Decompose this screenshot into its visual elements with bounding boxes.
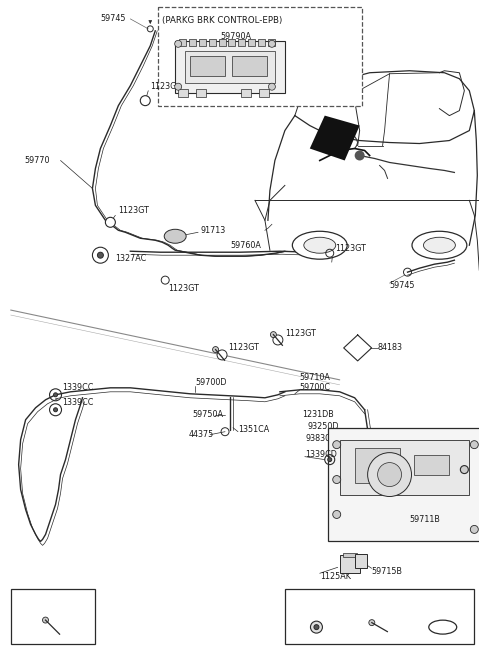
Circle shape (333, 511, 341, 518)
Ellipse shape (304, 237, 336, 253)
Bar (258, 39, 265, 46)
Text: 1125KB: 1125KB (350, 598, 379, 607)
Bar (190, 56, 225, 76)
Bar (268, 39, 275, 46)
Circle shape (270, 332, 276, 338)
Circle shape (106, 217, 115, 228)
Bar (241, 89, 251, 96)
Text: 59710A: 59710A (300, 374, 331, 382)
Text: 59760A: 59760A (230, 241, 261, 250)
Text: 1123GT: 1123GT (168, 284, 199, 293)
Circle shape (213, 347, 218, 353)
Ellipse shape (423, 237, 456, 253)
Circle shape (355, 151, 365, 160)
Text: 1125AK: 1125AK (320, 572, 351, 581)
Circle shape (470, 526, 478, 533)
Bar (355, 554, 367, 569)
Text: 59715B: 59715B (372, 567, 403, 576)
Circle shape (333, 475, 341, 484)
Circle shape (175, 83, 181, 90)
Bar (355, 448, 399, 482)
Text: 59745: 59745 (100, 14, 126, 23)
Circle shape (217, 350, 227, 360)
Bar (199, 39, 206, 46)
Circle shape (175, 40, 181, 48)
Circle shape (470, 441, 478, 449)
Bar (340, 556, 360, 573)
Bar (175, 41, 285, 93)
FancyBboxPatch shape (328, 428, 480, 541)
Bar (259, 89, 269, 96)
Text: 1339CC: 1339CC (62, 398, 94, 408)
Bar (343, 554, 357, 557)
Circle shape (314, 625, 319, 630)
Circle shape (273, 335, 283, 345)
Text: 1123GU: 1123GU (15, 597, 48, 606)
Circle shape (311, 621, 323, 633)
Text: 1123GT: 1123GT (228, 344, 259, 353)
Bar (415, 454, 449, 475)
Circle shape (378, 463, 402, 486)
Bar (189, 39, 196, 46)
Circle shape (54, 408, 58, 412)
Text: 1123GT: 1123GT (119, 206, 149, 215)
Bar (232, 56, 267, 76)
Text: 1731JF: 1731JF (287, 598, 313, 607)
Text: 1123GT: 1123GT (285, 329, 316, 338)
Circle shape (328, 458, 332, 462)
Text: 59745: 59745 (390, 280, 415, 289)
Text: 59700C: 59700C (300, 383, 331, 393)
Text: 1125AL: 1125AL (380, 463, 410, 472)
Bar (239, 39, 245, 46)
Circle shape (333, 441, 341, 449)
Circle shape (268, 83, 276, 90)
Circle shape (368, 452, 411, 497)
Bar (209, 39, 216, 46)
Text: 44375: 44375 (188, 430, 214, 439)
Text: 1231DB: 1231DB (302, 410, 334, 419)
Text: 91713: 91713 (200, 226, 226, 235)
Bar (178, 89, 188, 96)
Circle shape (97, 252, 103, 258)
Text: 93830: 93830 (306, 434, 331, 443)
Circle shape (140, 96, 150, 106)
Text: 84183: 84183 (378, 344, 403, 353)
Circle shape (369, 619, 375, 626)
Text: (PARKG BRK CONTROL-EPB): (PARKG BRK CONTROL-EPB) (162, 16, 282, 25)
Bar (285, 589, 474, 644)
Text: 1339CC: 1339CC (62, 383, 94, 393)
Text: 59711B: 59711B (409, 515, 440, 524)
Text: 59790A: 59790A (220, 33, 251, 41)
Bar (179, 39, 186, 46)
Bar (228, 39, 236, 46)
Circle shape (460, 466, 468, 473)
Text: 1339CD: 1339CD (305, 450, 336, 459)
Bar (11, 589, 96, 644)
Text: 93250D: 93250D (308, 422, 339, 431)
Ellipse shape (292, 231, 347, 259)
Polygon shape (310, 115, 360, 160)
Text: 59750A: 59750A (192, 410, 223, 419)
Ellipse shape (412, 231, 467, 259)
Circle shape (54, 393, 58, 397)
Bar (248, 39, 255, 46)
Circle shape (268, 40, 276, 48)
Bar (196, 89, 206, 96)
Text: 59770: 59770 (24, 156, 50, 165)
Bar (185, 51, 275, 83)
Text: 1327AC: 1327AC (115, 254, 146, 263)
Ellipse shape (164, 230, 186, 243)
Bar (218, 39, 226, 46)
Text: 1351CA: 1351CA (238, 425, 269, 434)
Circle shape (43, 617, 48, 623)
Ellipse shape (429, 620, 456, 634)
Text: 1123GT: 1123GT (335, 244, 366, 253)
Bar (340, 439, 469, 494)
Text: 1123GT: 1123GT (150, 82, 181, 91)
Text: 59700D: 59700D (195, 378, 227, 387)
FancyBboxPatch shape (158, 7, 361, 106)
Text: 83397: 83397 (415, 598, 439, 607)
